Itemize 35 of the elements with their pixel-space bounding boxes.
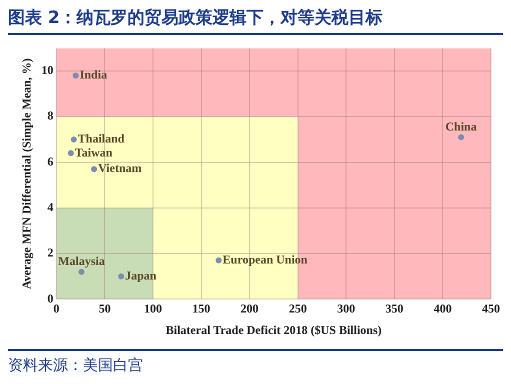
point — [216, 257, 222, 264]
annotation: India — [80, 68, 108, 82]
annotation: China — [445, 119, 477, 134]
annotation: Taiwan — [74, 145, 113, 160]
y-axis-title: Average MFN Differential (Simple Mean, %) — [19, 58, 34, 290]
y-tick-label: 10 — [41, 63, 54, 78]
annotation: Vietnam — [98, 161, 142, 176]
point — [78, 268, 85, 275]
point — [68, 150, 74, 156]
annotation: Japan — [125, 268, 157, 282]
y-tick-label: 2 — [47, 246, 54, 260]
x-tick-label: 300 — [337, 301, 356, 316]
annotation: Malaysia — [58, 254, 105, 268]
x-tick-label: 100 — [144, 301, 162, 316]
x-tick-label: 400 — [434, 301, 452, 316]
x-tick-label: 250 — [288, 301, 307, 316]
x-axis-title: Bilateral Trade Deficit 2018 ($US Billions) — [166, 322, 382, 337]
annotation: Thailand — [78, 132, 125, 146]
y-tick-label: 0 — [47, 291, 54, 306]
point — [72, 72, 79, 79]
x-tick-label: 350 — [385, 301, 404, 316]
point — [118, 273, 124, 280]
chart-title: 图表 2：纳瓦罗的贸易政策逻辑下，对等关税目标 — [8, 7, 383, 29]
x-tick-label: 150 — [192, 301, 210, 316]
y-tick-label: 6 — [47, 154, 54, 168]
point — [458, 134, 464, 140]
point — [70, 136, 77, 142]
y-tick-label: 4 — [47, 200, 54, 214]
y-tick-label: 8 — [47, 108, 54, 123]
x-tick-label: 50 — [98, 301, 111, 316]
x-tick-label: 450 — [482, 301, 500, 316]
text: 资料来源：美国白宫 — [8, 356, 143, 375]
point — [91, 166, 98, 172]
annotation: European Union — [222, 252, 308, 267]
x-tick-label: 200 — [240, 301, 259, 316]
